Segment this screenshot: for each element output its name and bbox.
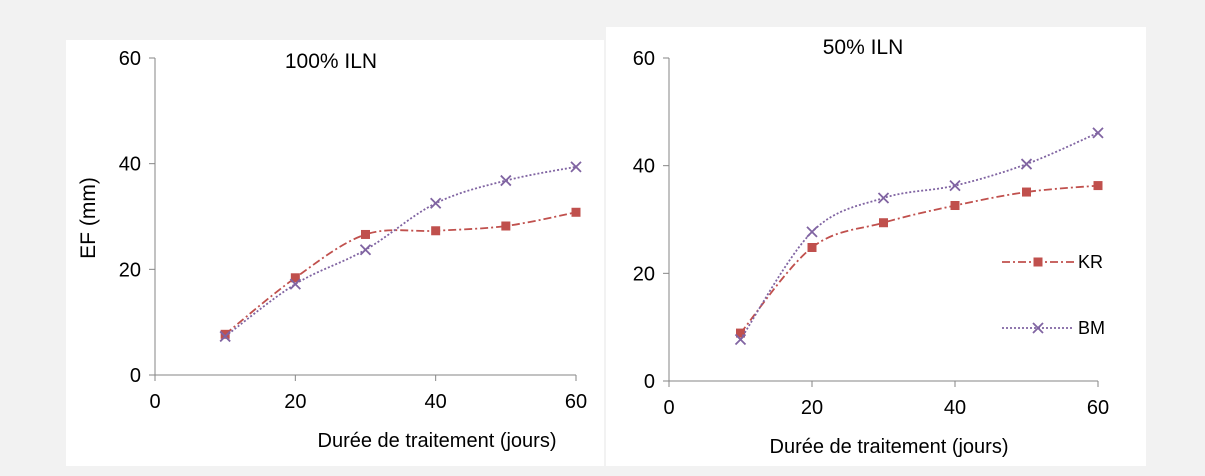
series-line-kr [224, 211, 577, 336]
data-point-bm [570, 161, 582, 173]
x-tick-label: 60 [565, 391, 587, 413]
data-point-bm [289, 278, 301, 290]
series-line-bm [224, 165, 577, 338]
chart-title: 100% ILN [285, 50, 377, 73]
chart-panel-2: 0 20 40 60 0 20 40 60 50% ILN Durée de traitement… [606, 27, 1146, 466]
series-bm [219, 161, 582, 343]
y-tick-label: 60 [633, 48, 655, 70]
data-point-bm [949, 179, 961, 192]
x-tick-label: 60 [1087, 397, 1109, 419]
chart-panel-1: 0 20 40 60 0 20 40 60 100% ILN Durée de traitemen… [66, 40, 604, 466]
data-point-kr [571, 207, 581, 217]
data-point-kr [1022, 187, 1031, 197]
data-point-kr [736, 328, 745, 338]
data-point-kr [1093, 181, 1103, 191]
data-point-kr [501, 221, 511, 231]
data-point-kr [950, 201, 960, 211]
data-point-kr [807, 242, 817, 252]
data-point-kr [361, 229, 370, 239]
data-point-bm [500, 174, 512, 187]
data-point-kr [220, 329, 230, 339]
y-axis-label: EF (mm) [77, 177, 100, 259]
data-point-bm [430, 197, 442, 209]
series-line-bm [739, 131, 1099, 340]
x-tick-label: 0 [149, 391, 160, 413]
data-point-bm [359, 244, 372, 256]
data-point-bm [806, 226, 818, 238]
data-point-kr [431, 226, 441, 236]
y-tick-label: 40 [119, 154, 141, 176]
data-point-bm [219, 330, 231, 343]
y-tick-label: 0 [130, 365, 141, 387]
x-tick-label: 20 [801, 397, 823, 419]
x-tick-label: 40 [944, 397, 966, 419]
legend-marker-kr [1033, 257, 1043, 267]
data-point-bm [1092, 127, 1104, 139]
chart-title: 50% ILN [823, 36, 904, 59]
y-tick-label: 0 [644, 371, 655, 393]
series-kr [220, 207, 581, 339]
legend: KR BM [1002, 252, 1105, 338]
data-point-kr [879, 218, 888, 228]
y-tick-label: 60 [119, 48, 141, 70]
legend-marker-bm [1032, 322, 1044, 334]
y-tick-label: 20 [119, 259, 141, 281]
data-point-bm [734, 333, 747, 346]
data-point-kr [290, 273, 300, 283]
legend-label-kr: KR [1078, 252, 1103, 272]
series-kr [736, 181, 1103, 338]
legend-label-bm: BM [1078, 318, 1105, 338]
data-point-bm [1020, 158, 1033, 170]
chart-background [66, 40, 604, 466]
y-tick-label: 40 [633, 156, 655, 178]
x-tick-label: 40 [425, 391, 447, 413]
chart-background [606, 27, 1146, 466]
x-axis-label: Durée de traitement (jours) [318, 430, 557, 452]
y-tick-label: 20 [633, 263, 655, 285]
data-point-bm [877, 192, 890, 204]
x-tick-label: 20 [284, 391, 306, 413]
x-tick-label: 0 [663, 397, 674, 419]
x-axis-label: Durée de traitement (jours) [770, 436, 1009, 458]
series-bm [734, 127, 1104, 346]
